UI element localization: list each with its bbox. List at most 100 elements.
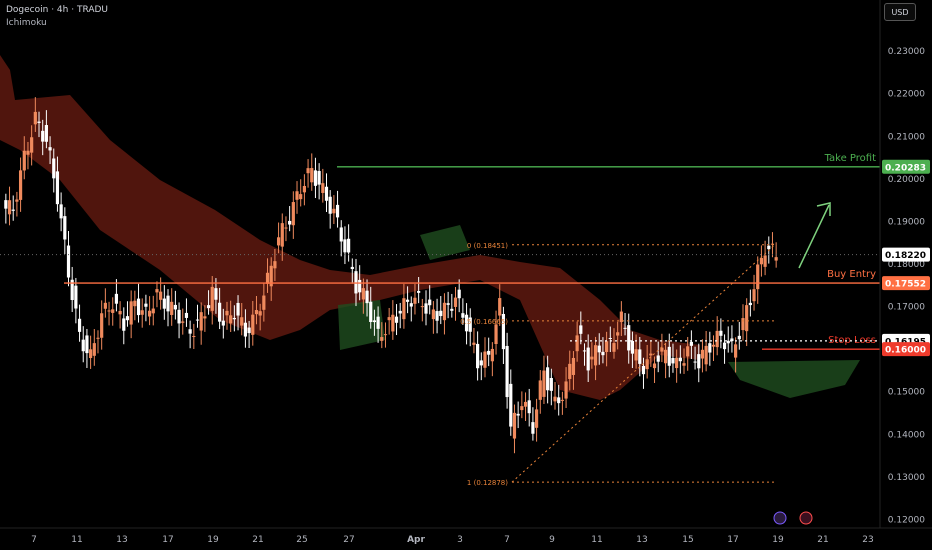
candle	[162, 285, 166, 320]
candle-body	[111, 309, 115, 313]
candle	[133, 290, 137, 321]
candle	[335, 190, 340, 228]
candle-body	[468, 317, 472, 332]
candle	[41, 119, 45, 156]
price-tick-label: 0.23000	[888, 47, 925, 57]
candle	[59, 192, 63, 232]
candle	[125, 301, 130, 327]
candle-body	[737, 335, 741, 340]
candle	[693, 346, 697, 370]
price-tag-label: 0.16000	[885, 346, 926, 356]
candle-body	[232, 317, 236, 320]
candle-body	[206, 305, 211, 309]
candle-body	[660, 347, 664, 352]
candle	[553, 381, 557, 410]
candle	[505, 332, 509, 409]
candle	[140, 298, 144, 328]
ichimoku-cloud-bearish	[0, 55, 700, 400]
candle	[369, 286, 373, 329]
candle-body	[686, 346, 690, 357]
candle-body	[697, 354, 701, 369]
candle-body	[100, 313, 104, 338]
candle-body	[402, 298, 406, 320]
candle-body	[125, 316, 130, 321]
candle-body	[763, 255, 767, 267]
candle-body	[4, 200, 8, 209]
candle-body	[365, 290, 369, 304]
candle-body	[730, 338, 734, 342]
candle-body	[118, 310, 122, 315]
candle	[468, 308, 472, 347]
candle-body	[229, 315, 233, 324]
price-tick-label: 0.21000	[888, 132, 925, 142]
candle-body	[122, 318, 126, 331]
candle-body	[405, 299, 410, 302]
candle-body	[26, 150, 30, 155]
candle	[476, 331, 480, 381]
candle-body	[313, 170, 318, 186]
candle-body	[354, 271, 358, 294]
candle	[601, 337, 605, 364]
candle	[343, 226, 347, 265]
candle	[704, 331, 708, 372]
candle-body	[77, 318, 82, 332]
candle	[372, 309, 377, 336]
symbol-title: Dogecoin · 4h · TRADU	[6, 5, 109, 15]
candle	[571, 351, 576, 390]
candle	[700, 339, 705, 373]
candle	[44, 110, 48, 149]
candle-body	[435, 311, 439, 321]
up-arrow-icon	[816, 202, 831, 216]
candle	[387, 307, 391, 335]
candle-body	[177, 309, 181, 324]
candle	[258, 303, 262, 331]
candle	[719, 318, 723, 349]
candle-body	[542, 370, 546, 397]
candle-body	[774, 257, 778, 261]
level-label: Take Profit	[824, 153, 877, 164]
candle-body	[630, 340, 635, 354]
candle	[229, 300, 233, 333]
candle	[608, 326, 612, 353]
currency-button[interactable]: USD	[884, 3, 916, 21]
event-icon	[773, 511, 787, 525]
candle-body	[299, 194, 303, 200]
candle	[590, 342, 594, 369]
candle-body	[136, 298, 141, 316]
candle	[188, 320, 192, 349]
time-tick-label: 17	[727, 535, 738, 545]
candle	[494, 310, 498, 355]
candle	[136, 283, 141, 323]
candle-body	[383, 334, 388, 336]
candle-body	[335, 204, 340, 218]
candle	[55, 156, 60, 212]
price-tick-label: 0.18000	[888, 260, 925, 270]
candle-body	[623, 327, 627, 329]
candle	[195, 304, 200, 328]
candle	[214, 278, 218, 314]
candle-body	[159, 291, 163, 300]
price-tick-label: 0.19000	[888, 217, 925, 227]
candle	[276, 222, 281, 254]
candle-body	[291, 202, 295, 226]
candle	[549, 368, 553, 406]
candle	[675, 349, 679, 383]
candle	[15, 191, 19, 217]
candle	[597, 333, 601, 365]
candle	[218, 287, 222, 330]
time-tick-label: 17	[162, 535, 173, 545]
ichimoku-cloud-bullish	[338, 300, 385, 350]
candle	[612, 328, 616, 359]
candle	[450, 293, 454, 318]
candle	[317, 163, 321, 200]
candle	[33, 97, 37, 132]
candle-body	[41, 130, 45, 142]
candle	[81, 326, 85, 363]
candle-body	[608, 337, 612, 339]
candle	[453, 286, 458, 321]
candle-body	[225, 310, 229, 316]
candle	[726, 326, 730, 353]
candle-body	[752, 289, 756, 302]
candle	[70, 266, 74, 313]
